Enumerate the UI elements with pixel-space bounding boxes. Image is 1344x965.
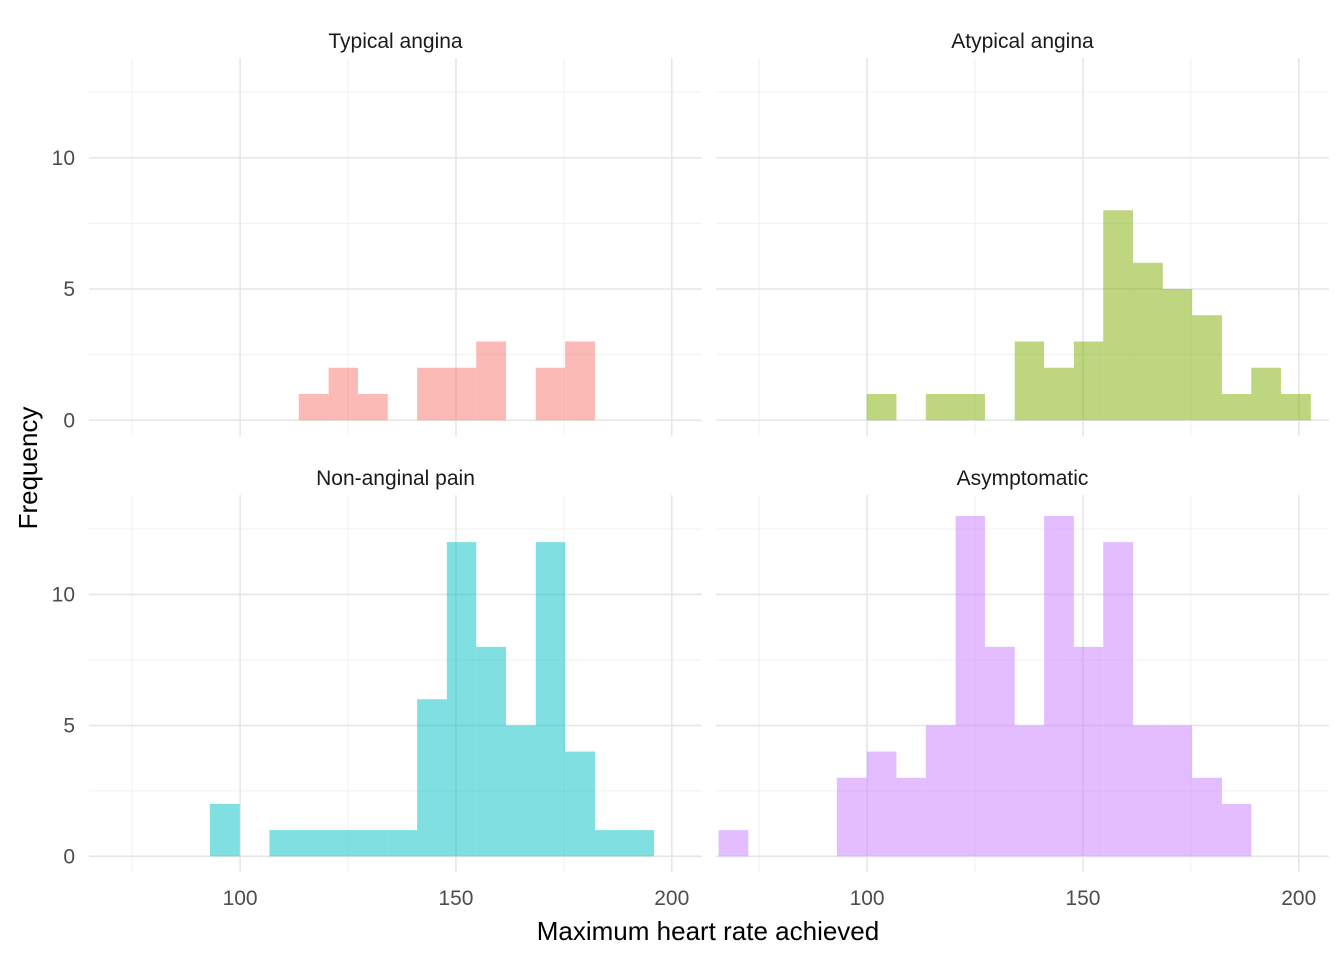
histogram-bar bbox=[1221, 394, 1252, 421]
facet-panel: Non-anginal pain 0 5 10 100 150 200 bbox=[52, 467, 702, 910]
histogram-bar bbox=[417, 367, 447, 421]
histogram-bar bbox=[955, 515, 985, 857]
histogram-bar bbox=[1014, 725, 1045, 857]
histogram-bar bbox=[328, 830, 358, 857]
histogram-bar bbox=[357, 394, 388, 421]
x-tick-label: 150 bbox=[1065, 887, 1100, 910]
y-axis-label: Frequency bbox=[13, 407, 43, 530]
histogram-bar bbox=[1103, 210, 1134, 421]
histogram-bar bbox=[925, 725, 956, 857]
histogram-bar bbox=[417, 699, 447, 857]
histogram-bar bbox=[896, 777, 926, 857]
x-axis-label: Maximum heart rate achieved bbox=[537, 916, 879, 946]
histogram-bar bbox=[1192, 777, 1222, 857]
x-tick-label: 200 bbox=[654, 887, 689, 910]
histogram-bar bbox=[446, 367, 477, 421]
histogram-bar bbox=[1251, 367, 1282, 421]
histogram-bar bbox=[1162, 725, 1193, 857]
facet-panel: Typical angina 0 5 10 bbox=[52, 30, 702, 436]
histogram-bar bbox=[298, 830, 329, 857]
y-tick-label: 10 bbox=[52, 583, 75, 606]
histogram-bar bbox=[1073, 646, 1104, 857]
histogram-bar bbox=[866, 751, 897, 857]
facet-panel: Asymptomatic 100 150 200 bbox=[716, 467, 1329, 910]
histogram-bar bbox=[1133, 725, 1163, 857]
histogram-bar bbox=[476, 341, 507, 421]
histogram-bar bbox=[1073, 341, 1104, 421]
y-tick-label: 10 bbox=[52, 147, 75, 170]
histogram-bar bbox=[594, 830, 625, 857]
histogram-bar bbox=[1044, 367, 1074, 421]
histogram-bar bbox=[1162, 289, 1193, 421]
panel-title: Typical angina bbox=[328, 30, 463, 53]
x-tick-label: 150 bbox=[438, 887, 473, 910]
histogram-bar bbox=[1281, 394, 1311, 421]
histogram-bar bbox=[476, 646, 507, 857]
y-tick-label: 5 bbox=[63, 714, 75, 737]
histogram-bar bbox=[836, 777, 867, 857]
panels-layer: Typical angina 0 5 10 Atypical angina Non-ang… bbox=[52, 30, 1329, 910]
histogram-bar bbox=[624, 830, 655, 857]
histogram-bar bbox=[535, 367, 566, 421]
histogram-bar bbox=[298, 394, 329, 421]
histogram-bar bbox=[1103, 542, 1134, 857]
histogram-bar bbox=[565, 751, 595, 857]
histogram-bar bbox=[565, 341, 595, 421]
histogram-bar bbox=[328, 367, 358, 421]
panel-title: Non-anginal pain bbox=[316, 467, 475, 490]
histogram-bar bbox=[1133, 262, 1163, 421]
histogram-bar bbox=[387, 830, 418, 857]
x-tick-label: 100 bbox=[850, 887, 885, 910]
histogram-bar bbox=[718, 830, 749, 857]
y-tick-label: 5 bbox=[63, 278, 75, 301]
histogram-bar bbox=[446, 542, 477, 857]
y-tick-label: 0 bbox=[63, 845, 75, 868]
histogram-bar bbox=[1014, 341, 1045, 421]
histogram-bar bbox=[1192, 315, 1222, 421]
histogram-bar bbox=[866, 394, 897, 421]
histogram-bar bbox=[925, 394, 956, 421]
panel-title: Atypical angina bbox=[951, 30, 1094, 53]
histogram-bar bbox=[1221, 803, 1252, 857]
panel-title: Asymptomatic bbox=[957, 467, 1089, 490]
x-tick-label: 100 bbox=[223, 887, 258, 910]
histogram-bar bbox=[955, 394, 985, 421]
histogram-bar bbox=[535, 542, 566, 857]
histogram-bar bbox=[209, 803, 240, 857]
histogram-bar bbox=[357, 830, 388, 857]
y-tick-label: 0 bbox=[63, 409, 75, 432]
facet-panel: Atypical angina bbox=[716, 30, 1329, 436]
histogram-bar bbox=[269, 830, 299, 857]
histogram-bar bbox=[984, 646, 1015, 857]
histogram-bar bbox=[1044, 515, 1074, 857]
histogram-bar bbox=[506, 725, 536, 857]
x-tick-label: 200 bbox=[1281, 887, 1316, 910]
